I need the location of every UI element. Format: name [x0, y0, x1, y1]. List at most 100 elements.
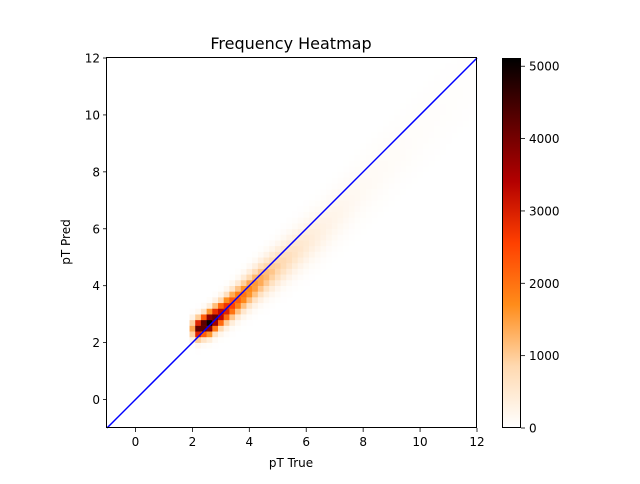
heatmap-cell: [457, 58, 464, 64]
heatmap-cell: [246, 280, 253, 286]
heatmap-cell: [206, 314, 213, 321]
heatmap-cell: [422, 97, 429, 104]
heatmap-cell: [422, 166, 429, 173]
heatmap-cell: [422, 126, 429, 133]
heatmap-cell: [428, 120, 435, 127]
heatmap-cell: [269, 234, 276, 241]
heatmap-cell: [405, 109, 412, 116]
heatmap-cell: [280, 268, 287, 275]
heatmap-cell: [229, 291, 236, 298]
heatmap-cell: [337, 251, 344, 258]
heatmap-cell: [457, 75, 464, 82]
heatmap-cell: [371, 143, 378, 150]
heatmap-cell: [269, 285, 276, 292]
heatmap-cell: [240, 319, 247, 326]
heatmap-cell: [462, 52, 469, 59]
heatmap-cell: [195, 319, 202, 326]
heatmap-cell: [292, 217, 298, 224]
heatmap-cell: [286, 251, 293, 258]
heatmap-cell: [240, 285, 247, 292]
heatmap-cell: [212, 325, 219, 332]
heatmap-cell: [189, 319, 196, 326]
heatmap-cell: [331, 251, 338, 258]
heatmap-cell: [434, 143, 441, 150]
heatmap-cell: [462, 120, 469, 127]
heatmap-cell: [428, 160, 435, 167]
heatmap-cell: [240, 280, 247, 286]
heatmap-cell: [348, 171, 355, 178]
heatmap-cell: [422, 149, 429, 156]
heatmap-cell: [303, 280, 310, 286]
heatmap-cell: [303, 206, 310, 212]
heatmap-cell: [434, 80, 441, 87]
heatmap-cell: [240, 297, 247, 304]
heatmap-cell: [235, 325, 242, 332]
heatmap-cell: [400, 114, 407, 121]
heatmap-cell: [348, 217, 355, 224]
heatmap-cell: [457, 69, 464, 76]
heatmap-cell: [195, 325, 202, 332]
heatmap-cell: [314, 194, 321, 201]
heatmap-cell: [394, 166, 401, 173]
heatmap-cell: [417, 160, 424, 167]
heatmap-cell: [206, 302, 213, 309]
heatmap-cell: [405, 97, 412, 104]
heatmap-cell: [377, 194, 384, 201]
heatmap-cell: [366, 217, 372, 224]
heatmap-cell: [468, 114, 475, 121]
heatmap-cell: [400, 188, 407, 195]
colorbar-tick-label: 4000: [529, 132, 560, 146]
heatmap-cell: [229, 325, 236, 332]
heatmap-cell: [445, 137, 452, 144]
heatmap-cell: [451, 97, 458, 104]
heatmap-cell: [360, 143, 367, 150]
heatmap-cell: [428, 97, 435, 104]
heatmap-cell: [331, 223, 338, 230]
heatmap-cell: [269, 257, 276, 264]
heatmap-cell: [417, 137, 424, 144]
heatmap-cell: [417, 171, 424, 178]
heatmap-cell: [235, 297, 242, 304]
heatmap-cell: [354, 149, 361, 156]
heatmap-cell: [457, 92, 464, 99]
heatmap-cell: [320, 262, 327, 269]
heatmap-cell: [445, 75, 452, 82]
heatmap-cell: [428, 80, 435, 87]
heatmap-cell: [246, 297, 253, 304]
heatmap-cell: [360, 160, 367, 167]
heatmap-cell: [326, 200, 333, 207]
heatmap-cell: [394, 132, 401, 138]
heatmap-cell: [462, 63, 469, 70]
heatmap-cell: [337, 217, 344, 224]
y-tick-label: 6: [92, 222, 100, 236]
heatmap-cell: [400, 109, 407, 116]
heatmap-cell: [383, 171, 390, 178]
heatmap-cell: [468, 63, 475, 70]
heatmap-cell: [451, 126, 458, 133]
heatmap-cell: [303, 251, 310, 258]
heatmap-cell: [235, 302, 242, 309]
heatmap-cell: [474, 97, 481, 104]
heatmap-cell: [218, 308, 224, 315]
heatmap-cell: [422, 109, 429, 116]
heatmap-cell: [400, 137, 407, 144]
heatmap-cell: [383, 137, 390, 144]
heatmap-cell: [428, 149, 435, 156]
heatmap-cell: [343, 234, 350, 241]
y-axis-label: pT Pred: [59, 219, 73, 264]
heatmap-cell: [417, 166, 424, 173]
heatmap-cell: [309, 274, 316, 281]
heatmap-cell: [218, 297, 224, 304]
heatmap-cell: [320, 188, 327, 195]
heatmap-cell: [468, 103, 475, 110]
heatmap-cell: [189, 308, 196, 315]
heatmap-cell: [240, 268, 247, 275]
heatmap-cell: [269, 268, 276, 275]
heatmap-cell: [309, 257, 316, 264]
heatmap-cell: [269, 251, 276, 258]
heatmap-cell: [417, 143, 424, 150]
heatmap-cell: [223, 285, 230, 292]
heatmap-cell: [388, 149, 395, 156]
heatmap-cell: [474, 86, 481, 93]
heatmap-cell: [297, 257, 304, 264]
